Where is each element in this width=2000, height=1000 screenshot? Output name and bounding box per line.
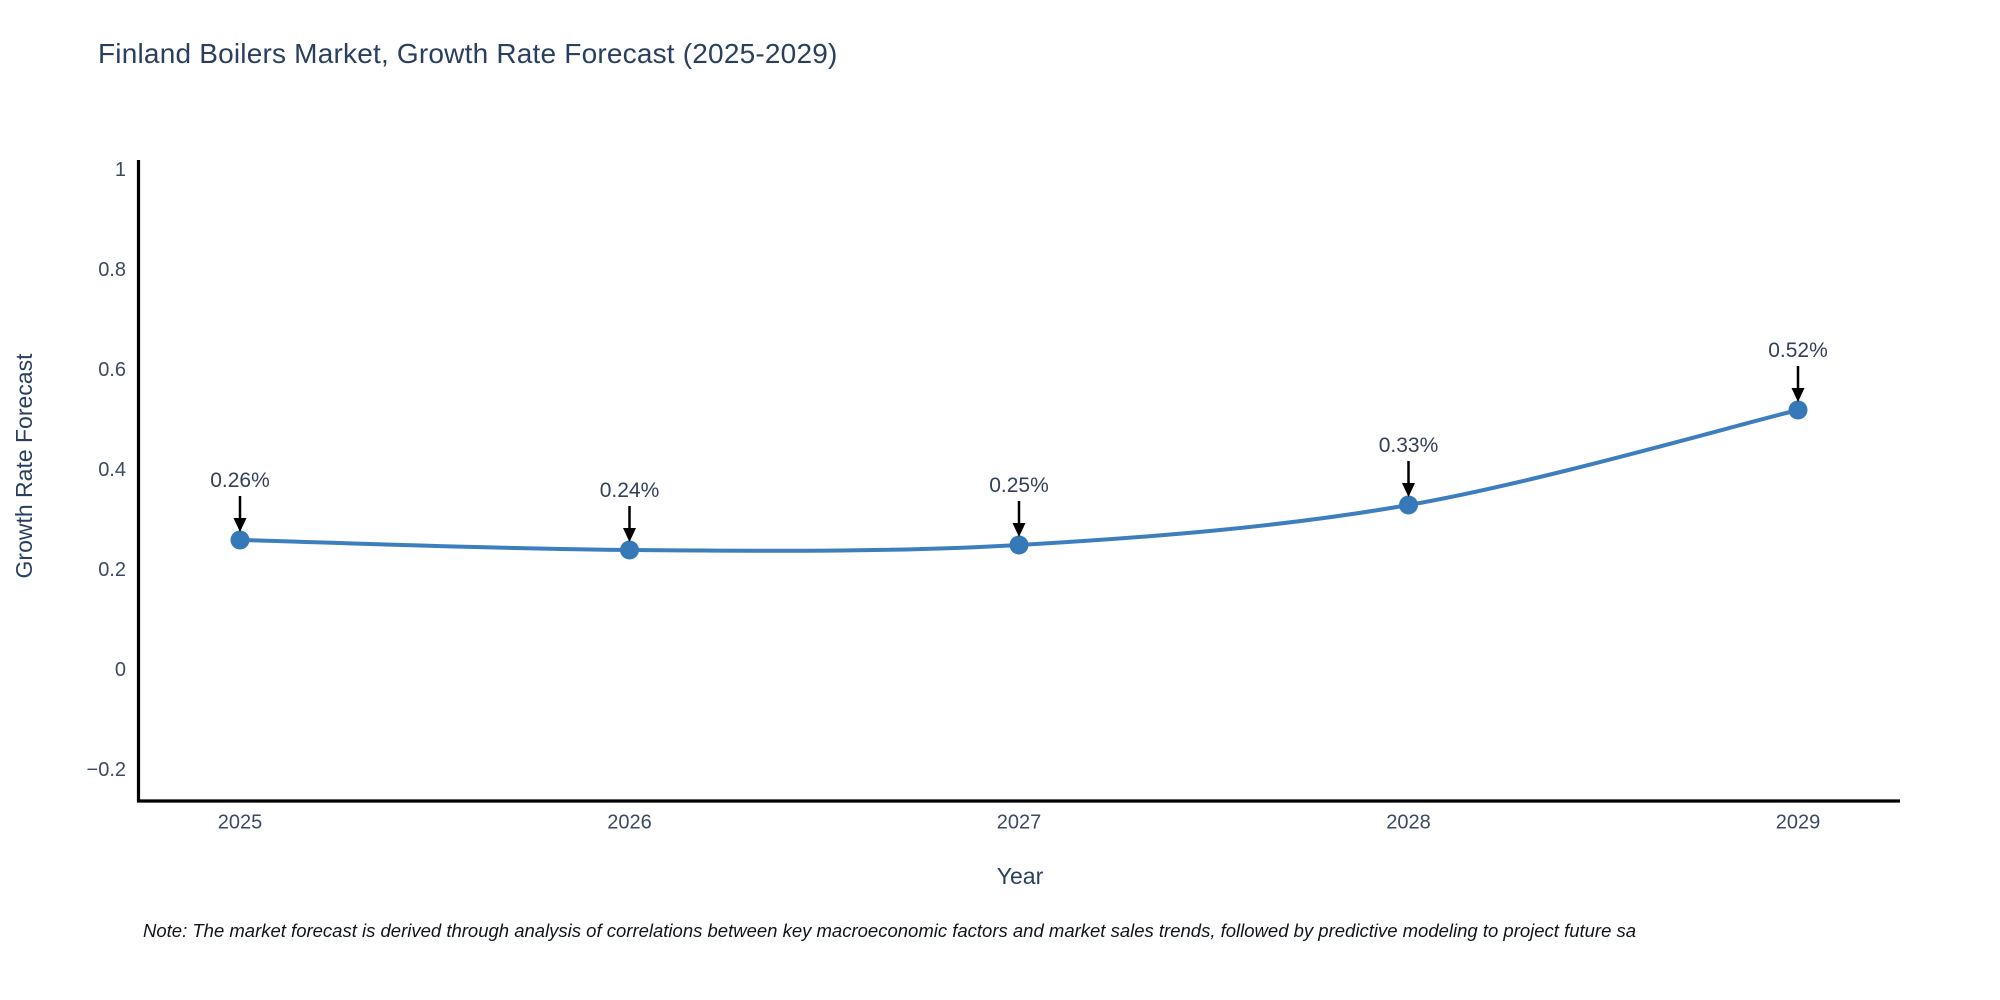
data-point[interactable] [230, 530, 250, 550]
y-tick-label: 0.6 [98, 359, 126, 381]
annotation-arrowhead [623, 528, 636, 542]
annotation-label: 0.24% [600, 479, 660, 502]
x-axis-title: Year [997, 863, 1044, 889]
y-tick-label: 1 [115, 159, 126, 181]
annotations: 0.26% 0.24% 0.25% 0.33% 0.52% [210, 339, 1828, 542]
y-axis-title: Growth Rate Forecast [11, 353, 37, 579]
y-tick-label: 0.4 [98, 459, 126, 481]
y-tick-label: 0 [115, 659, 126, 681]
y-tick-label: 0.8 [98, 259, 126, 281]
data-point[interactable] [620, 540, 639, 560]
annotation-label: 0.52% [1768, 339, 1828, 362]
annotation: 0.24% [600, 479, 660, 542]
y-tick-label: −0.2 [87, 759, 126, 781]
x-tick-label: 2025 [218, 812, 263, 834]
annotation-arrowhead [1012, 523, 1026, 537]
data-point[interactable] [1788, 400, 1808, 420]
x-tick-label: 2028 [1386, 812, 1431, 834]
annotation: 0.33% [1379, 434, 1439, 497]
x-tick-labels: 2025 2026 2027 2028 2029 [218, 812, 1821, 834]
annotation: 0.25% [989, 474, 1049, 537]
annotation: 0.52% [1768, 339, 1828, 402]
annotation-arrowhead [1791, 388, 1805, 402]
data-points [230, 400, 1808, 560]
data-point[interactable] [1009, 535, 1029, 555]
x-tick-label: 2029 [1776, 812, 1821, 834]
footnote: Note: The market forecast is derived thr… [143, 920, 1637, 941]
data-point[interactable] [1399, 495, 1418, 515]
annotation-label: 0.33% [1379, 434, 1439, 457]
annotation-label: 0.26% [210, 469, 270, 492]
x-tick-label: 2026 [607, 812, 652, 834]
y-tick-label: 0.2 [98, 559, 126, 581]
chart-title: Finland Boilers Market, Growth Rate Fore… [98, 38, 838, 69]
annotation-arrowhead [233, 518, 247, 532]
annotation-label: 0.25% [989, 474, 1049, 497]
annotation: 0.26% [210, 469, 270, 532]
x-tick-label: 2027 [997, 812, 1042, 834]
annotation-arrowhead [1402, 483, 1415, 497]
y-tick-labels: 1 0.8 0.6 0.4 0.2 0 −0.2 [87, 159, 126, 781]
